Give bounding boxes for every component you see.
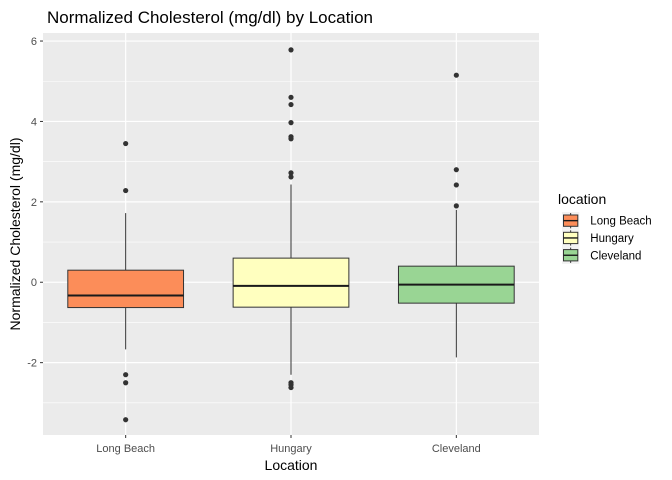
outlier-point bbox=[123, 417, 129, 423]
outlier-point bbox=[288, 384, 294, 391]
legend-label: Cleveland bbox=[590, 250, 641, 262]
outlier-point bbox=[123, 372, 129, 378]
legend-entry: Cleveland bbox=[562, 246, 641, 264]
box-iqr bbox=[232, 257, 350, 308]
outlier-point bbox=[288, 47, 294, 53]
outlier-point bbox=[288, 170, 294, 176]
outlier-point bbox=[288, 94, 294, 100]
box-long-beach bbox=[67, 140, 185, 423]
chart-title: Normalized Cholesterol (mg/dl) by Locati… bbox=[47, 8, 373, 27]
x-tick-label: Hungary bbox=[270, 443, 312, 455]
legend-entry: Long Beach bbox=[562, 212, 652, 230]
y-tick-label: -2 bbox=[27, 358, 37, 370]
box-hungary bbox=[232, 47, 350, 391]
outlier-point bbox=[453, 182, 459, 188]
x-axis-ticks: Long Beach Hungary Cleveland bbox=[96, 435, 481, 455]
y-tick-label: 0 bbox=[31, 277, 37, 289]
y-axis-title: Normalized Cholesterol (mg/dl) bbox=[7, 138, 23, 331]
outlier-point bbox=[453, 167, 459, 173]
y-tick-label: 4 bbox=[31, 116, 37, 128]
x-tick-label: Long Beach bbox=[96, 443, 155, 455]
boxes-group bbox=[67, 47, 515, 423]
box-cleveland bbox=[397, 72, 515, 358]
y-tick-label: 2 bbox=[31, 197, 37, 209]
outlier-point bbox=[288, 174, 294, 180]
outlier-point bbox=[453, 203, 459, 209]
x-tick-label: Cleveland bbox=[432, 443, 481, 455]
y-tick-label: 6 bbox=[31, 36, 37, 48]
legend-title: location bbox=[558, 191, 606, 207]
box-iqr bbox=[67, 269, 185, 309]
outlier-point bbox=[123, 380, 129, 386]
y-axis-ticks: -2 0 2 4 6 bbox=[27, 36, 43, 370]
x-axis-title: Location bbox=[265, 457, 318, 473]
outlier-point bbox=[288, 120, 294, 126]
outlier-point bbox=[288, 136, 294, 142]
outlier-point bbox=[123, 140, 129, 147]
legend-label: Hungary bbox=[590, 233, 634, 245]
outlier-point bbox=[123, 187, 129, 194]
outlier-point bbox=[453, 72, 459, 78]
legend: location Long Beach Hungary Cleveland bbox=[558, 191, 652, 264]
legend-label: Long Beach bbox=[590, 216, 651, 228]
legend-entry: Hungary bbox=[562, 229, 634, 247]
outlier-point bbox=[288, 101, 294, 108]
